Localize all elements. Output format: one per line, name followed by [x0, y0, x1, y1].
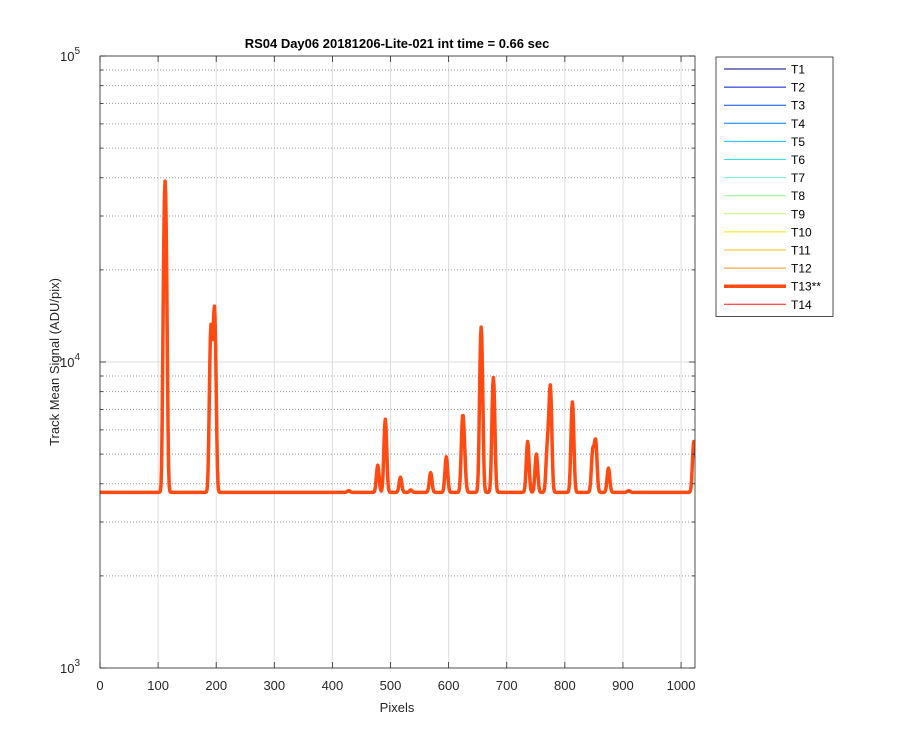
y-tick-label: 103: [60, 658, 80, 676]
legend-label: T3: [791, 99, 805, 113]
legend-box: [715, 56, 834, 317]
x-tick-label: 600: [438, 678, 460, 693]
legend-label: T7: [791, 171, 805, 185]
x-tick-label: 300: [263, 678, 285, 693]
legend-label: T8: [791, 189, 805, 203]
legend-label: T10: [791, 225, 812, 239]
x-tick-label: 700: [496, 678, 518, 693]
series-line-t13: [100, 179, 695, 495]
legend-label: T5: [791, 135, 805, 149]
legend: T1 T2 T3 T4 T5 T6 T7 T8 T9 T10 T11 T12 T13** T14: [715, 56, 834, 317]
x-tick-label: 100: [147, 678, 169, 693]
legend-label: T2: [791, 81, 805, 95]
x-tick-label: 500: [380, 678, 402, 693]
legend-label: T12: [791, 262, 812, 276]
legend-label: T4: [791, 117, 805, 131]
legend-label: T9: [791, 207, 805, 221]
x-tick-label: 0: [96, 678, 103, 693]
x-tick-label: 900: [612, 678, 634, 693]
x-tick-label: 800: [554, 678, 576, 693]
legend-label: T6: [791, 153, 805, 167]
grid-layer: [99, 55, 695, 669]
x-tick-label: 200: [205, 678, 227, 693]
y-tick-label: 105: [60, 46, 80, 64]
legend-label: T1: [791, 63, 805, 77]
x-tick-label: 1000: [667, 678, 696, 693]
legend-label: T11: [791, 244, 811, 258]
x-axis-label: Pixels: [380, 700, 415, 715]
chart-title: RS04 Day06 20181206-Lite-021 int time = …: [245, 36, 550, 51]
series-layer: [100, 179, 695, 495]
x-tick-label: 400: [322, 678, 344, 693]
y-tick-label: 104: [60, 352, 80, 370]
legend-label: T13**: [791, 280, 821, 294]
y-axis-label: Track Mean Signal (ADU/pix): [47, 278, 62, 446]
legend-label: T14: [791, 298, 812, 312]
